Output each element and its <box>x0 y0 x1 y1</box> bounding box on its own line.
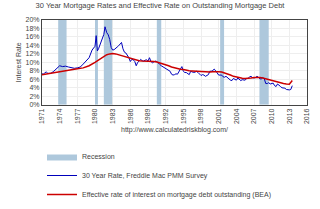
svg-text:16%: 16% <box>26 33 40 40</box>
svg-text:14%: 14% <box>26 42 40 49</box>
svg-text:Interest Rate: Interest Rate <box>15 42 22 82</box>
svg-text:30 Year Mortgage Rates and Eff: 30 Year Mortgage Rates and Effective Rat… <box>36 1 286 10</box>
svg-text:2007: 2007 <box>250 108 257 124</box>
svg-text:1998: 1998 <box>197 108 204 124</box>
svg-text:4%: 4% <box>29 84 39 91</box>
svg-text:1974: 1974 <box>56 108 63 124</box>
svg-text:10%: 10% <box>26 59 40 66</box>
svg-text:20%: 20% <box>26 16 40 23</box>
svg-text:2001: 2001 <box>215 108 222 124</box>
svg-text:2%: 2% <box>29 93 39 100</box>
svg-text:0%: 0% <box>29 101 39 108</box>
svg-text:1983: 1983 <box>109 108 116 124</box>
svg-text:1992: 1992 <box>162 108 169 124</box>
svg-text:12%: 12% <box>26 50 40 57</box>
svg-text:Recession: Recession <box>82 153 115 160</box>
svg-text:6%: 6% <box>29 76 39 83</box>
svg-text:http://www.calculatedriskblog.: http://www.calculatedriskblog.com/ <box>121 126 228 134</box>
svg-text:1977: 1977 <box>74 108 81 124</box>
svg-text:1980: 1980 <box>91 108 98 124</box>
svg-text:2016: 2016 <box>303 108 310 124</box>
svg-text:Effective rate of interest on: Effective rate of interest on mortgage d… <box>82 191 271 199</box>
svg-text:2010: 2010 <box>268 108 275 124</box>
svg-text:1971: 1971 <box>38 108 45 124</box>
svg-text:1995: 1995 <box>180 108 187 124</box>
svg-text:30 Year Rate, Freddie Mac PMM: 30 Year Rate, Freddie Mac PMM Survey <box>82 172 208 180</box>
svg-text:2013: 2013 <box>286 108 293 124</box>
svg-text:1986: 1986 <box>127 108 134 124</box>
svg-text:2004: 2004 <box>233 108 240 124</box>
svg-text:1989: 1989 <box>144 108 151 124</box>
svg-text:8%: 8% <box>29 67 39 74</box>
svg-text:18%: 18% <box>26 25 40 32</box>
